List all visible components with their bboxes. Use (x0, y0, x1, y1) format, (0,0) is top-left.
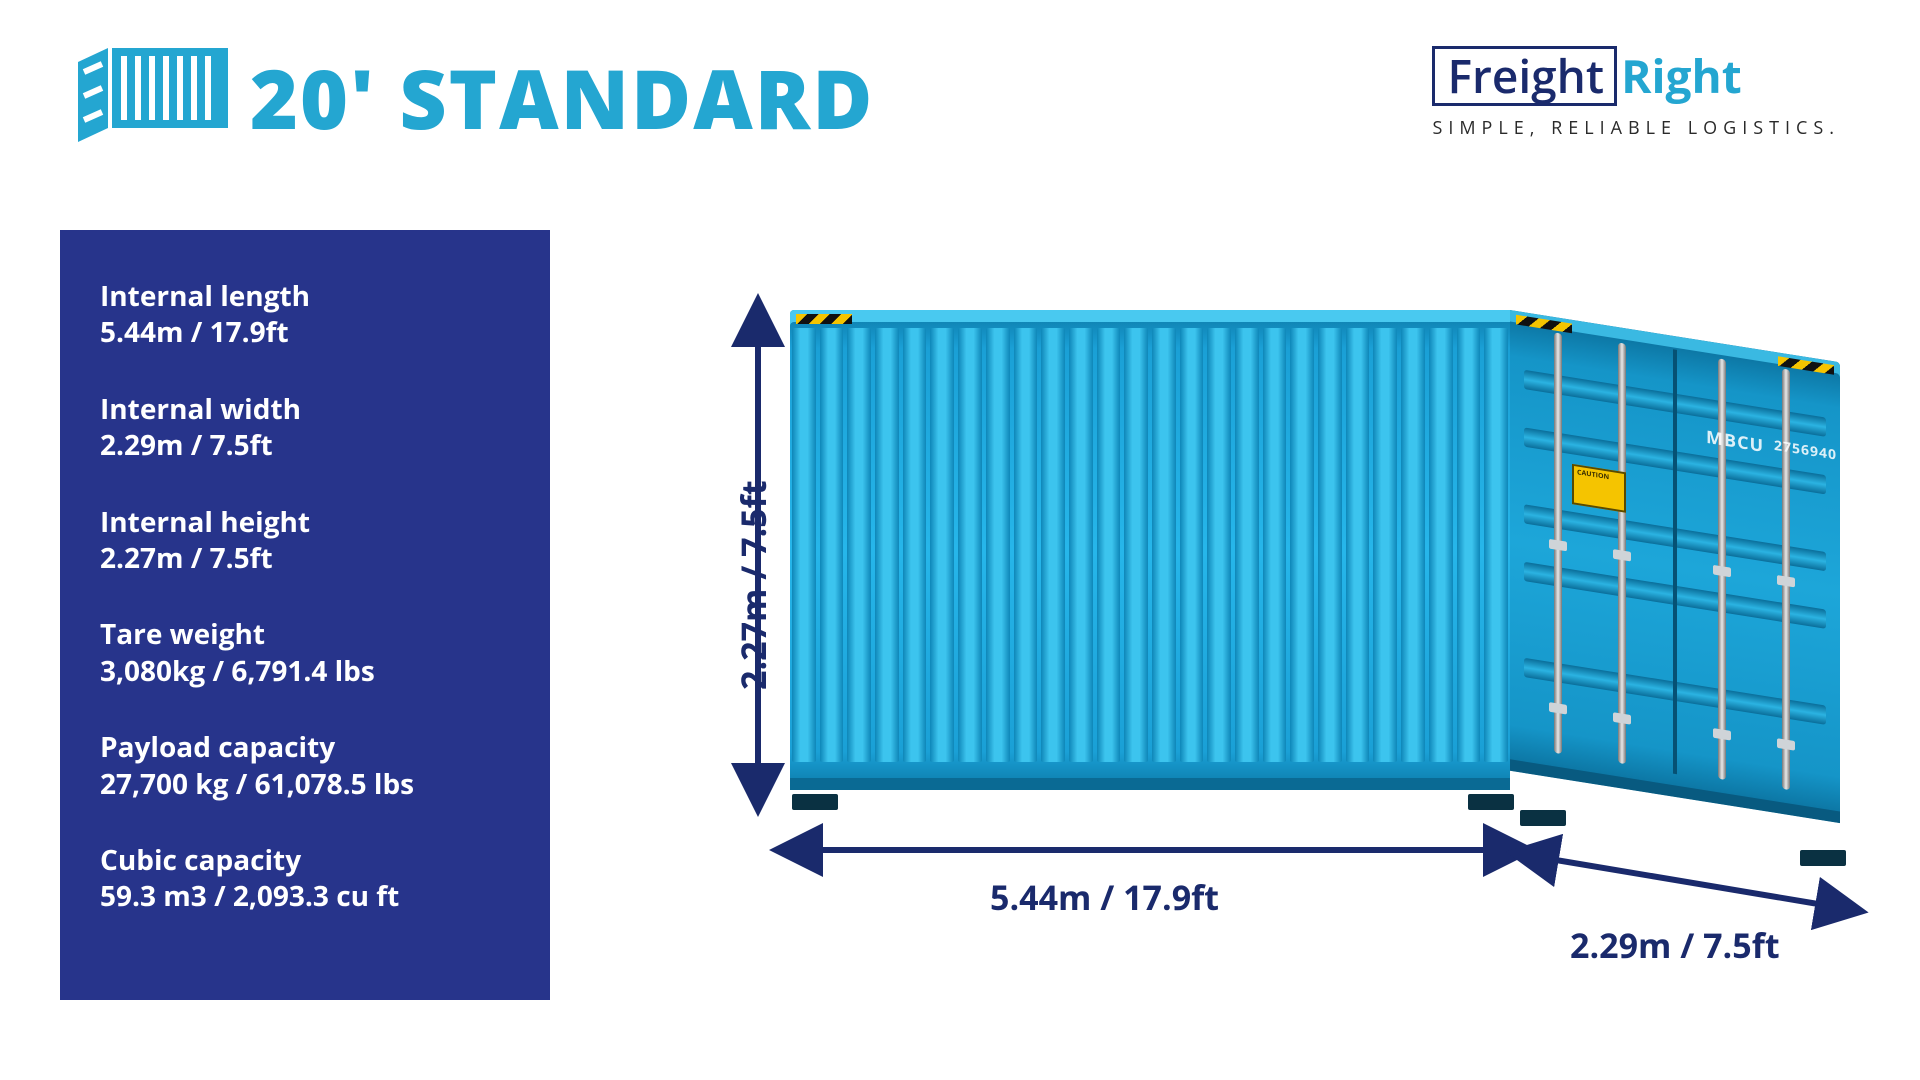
spec-item: Internal height 2.27m / 7.5ft (100, 504, 510, 577)
dim-height-label: 2.27m / 7.5ft (730, 480, 776, 690)
brand-logo: FreightRight SIMPLE, RELIABLE LOGISTICS. (1432, 46, 1840, 140)
spec-value: 3,080kg / 6,791.4 lbs (100, 653, 510, 689)
spec-item: Internal length 5.44m / 17.9ft (100, 278, 510, 351)
spec-label: Internal height (100, 504, 510, 540)
spec-panel: Internal length 5.44m / 17.9ft Internal … (60, 230, 550, 1000)
dim-width-label: 2.29m / 7.5ft (1570, 922, 1780, 968)
spec-label: Internal width (100, 391, 510, 427)
brand-right: Right (1621, 53, 1742, 99)
page-title: 20' STANDARD (250, 42, 874, 154)
spec-label: Cubic capacity (100, 842, 510, 878)
spec-label: Tare weight (100, 616, 510, 652)
spec-item: Tare weight 3,080kg / 6,791.4 lbs (100, 616, 510, 689)
dimension-arrows (620, 250, 1870, 1030)
container-icon (78, 48, 228, 149)
brand-tagline: SIMPLE, RELIABLE LOGISTICS. (1432, 116, 1840, 140)
spec-value: 27,700 kg / 61,078.5 lbs (100, 766, 510, 802)
spec-label: Payload capacity (100, 729, 510, 765)
dim-length-label: 5.44m / 17.9ft (990, 874, 1219, 920)
spec-item: Internal width 2.29m / 7.5ft (100, 391, 510, 464)
spec-item: Payload capacity 27,700 kg / 61,078.5 lb… (100, 729, 510, 802)
spec-value: 2.27m / 7.5ft (100, 540, 510, 576)
spec-item: Cubic capacity 59.3 m3 / 2,093.3 cu ft (100, 842, 510, 915)
canvas: 20' STANDARD FreightRight SIMPLE, RELIAB… (0, 0, 1920, 1080)
spec-value: 2.29m / 7.5ft (100, 427, 510, 463)
spec-value: 5.44m / 17.9ft (100, 314, 510, 350)
spec-value: 59.3 m3 / 2,093.3 cu ft (100, 878, 510, 914)
brand-left: Freight (1432, 46, 1617, 106)
spec-label: Internal length (100, 278, 510, 314)
container-diagram: CAUTION MBCU 2756940 2.27m / 7.5ft 5.44m… (620, 250, 1870, 1030)
